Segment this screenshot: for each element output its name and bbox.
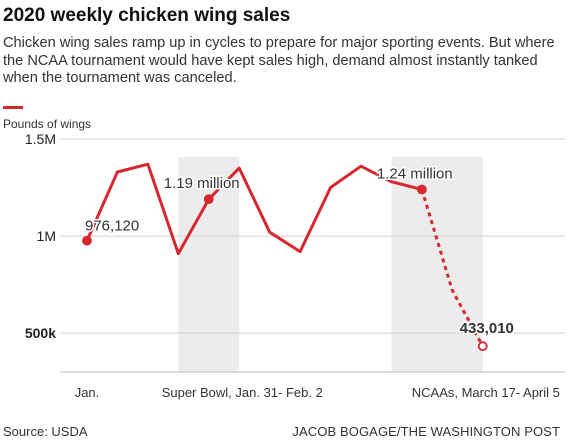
y-tick-label-2: 500k [25, 325, 56, 341]
source-note: Source: USDA [3, 424, 88, 439]
data-labels: 976,120 1.19 million 1.24 million 433,010 [84, 164, 516, 339]
data-label-0: 976,120 [85, 218, 139, 235]
data-point-2 [416, 184, 427, 195]
shaded-range-1 [391, 157, 483, 372]
data-label-3: 433,010 [460, 320, 514, 337]
credit-line: JACOB BOGAGE/THE WASHINGTON POST [292, 424, 560, 439]
x-tick-labels: Jan. Super Bowl, Jan. 31- Feb. 2 NCAAs, Ma… [75, 385, 560, 400]
data-point-3 [477, 341, 488, 352]
gridlines [60, 138, 565, 373]
chart-subtitle: Chicken wing sales ramp up in cycles to … [3, 35, 555, 86]
legend-swatch [3, 106, 23, 109]
x-tick-label-2: NCAAs, March 17- April 5 [412, 385, 560, 400]
data-point-1 [203, 194, 214, 205]
shaded-ranges [178, 157, 483, 372]
y-tick-label-0: 1.5M [25, 131, 56, 147]
y-tick-label-1: 1M [37, 228, 56, 244]
series-lines [85, 162, 485, 347]
series-line-solid [85, 162, 424, 256]
y-tick-labels: 1.5M 1M 500k [25, 131, 56, 341]
x-tick-label-1: Super Bowl, Jan. 31- Feb. 2 [162, 385, 323, 400]
y-axis-label: Pounds of wings [3, 117, 91, 131]
data-point-0 [82, 235, 92, 246]
x-tick-label-0: Jan. [75, 385, 100, 400]
shaded-range-0 [178, 157, 240, 372]
data-label-2: 1.24 million [377, 165, 453, 182]
data-points [82, 184, 488, 352]
chart-title: 2020 weekly chicken wing sales [3, 5, 291, 26]
series-line-dashed [420, 189, 485, 347]
data-label-1: 1.19 million [164, 175, 240, 192]
